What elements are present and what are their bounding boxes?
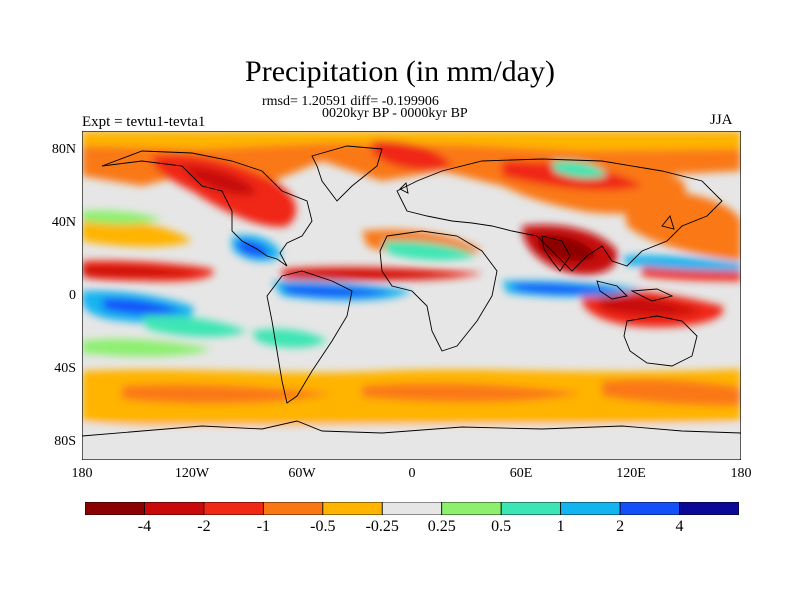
lat-label-40n: 40N	[51, 215, 76, 230]
colorbar-label: 2	[616, 518, 625, 535]
colorbar-label: -0.5	[310, 518, 336, 535]
colorbar-label: 0.25	[427, 518, 456, 535]
lon-label-180e: 180	[730, 466, 752, 481]
lon-label-60w: 60W	[288, 466, 316, 481]
colorbar-label: 1	[556, 518, 565, 535]
experiment-label: Expt = tevtu1-tevta1	[82, 114, 206, 130]
colorbar	[85, 502, 739, 515]
lon-label-180w: 180	[71, 466, 93, 481]
colorbar-swatch	[500, 502, 562, 515]
colorbar-swatch	[203, 502, 264, 515]
anomaly-fields	[82, 131, 741, 460]
colorbar-label: -2	[197, 518, 211, 535]
stats-line: rmsd= 1.20591 diff= -0.199906	[262, 94, 439, 109]
colorbar-label: -0.25	[365, 518, 399, 535]
colorbar-label: -1	[256, 518, 271, 535]
colorbar-label: -4	[137, 518, 152, 535]
colorbar-swatch	[262, 502, 324, 515]
colorbar-swatch	[679, 502, 739, 515]
colorbar-swatch	[381, 502, 443, 515]
season-label: JJA	[710, 112, 733, 128]
lon-label-120w: 120W	[174, 466, 210, 481]
chart-title: Precipitation (in mm/day)	[245, 55, 555, 88]
colorbar-label: 0.5	[491, 518, 512, 535]
lon-label-0: 0	[408, 466, 416, 481]
lon-label-60e: 60E	[509, 466, 533, 481]
coastlines	[82, 145, 741, 437]
colorbar-swatch	[144, 502, 205, 515]
colorbar-label: 4	[675, 518, 684, 535]
lat-label-80s: 80S	[54, 434, 76, 449]
lon-label-120e: 120E	[616, 466, 646, 481]
colorbar-swatch	[322, 502, 383, 515]
colorbar-swatch	[619, 502, 680, 515]
colorbar-swatch	[441, 502, 502, 515]
period-line: 0020kyr BP - 0000kyr BP	[322, 106, 468, 121]
colorbar-swatch	[85, 502, 145, 515]
lat-label-40s: 40S	[54, 361, 76, 376]
lat-label-80n: 80N	[51, 142, 76, 157]
lat-label-0: 0	[69, 288, 76, 303]
precip-anomaly-map	[82, 131, 741, 460]
colorbar-swatch	[560, 502, 621, 515]
